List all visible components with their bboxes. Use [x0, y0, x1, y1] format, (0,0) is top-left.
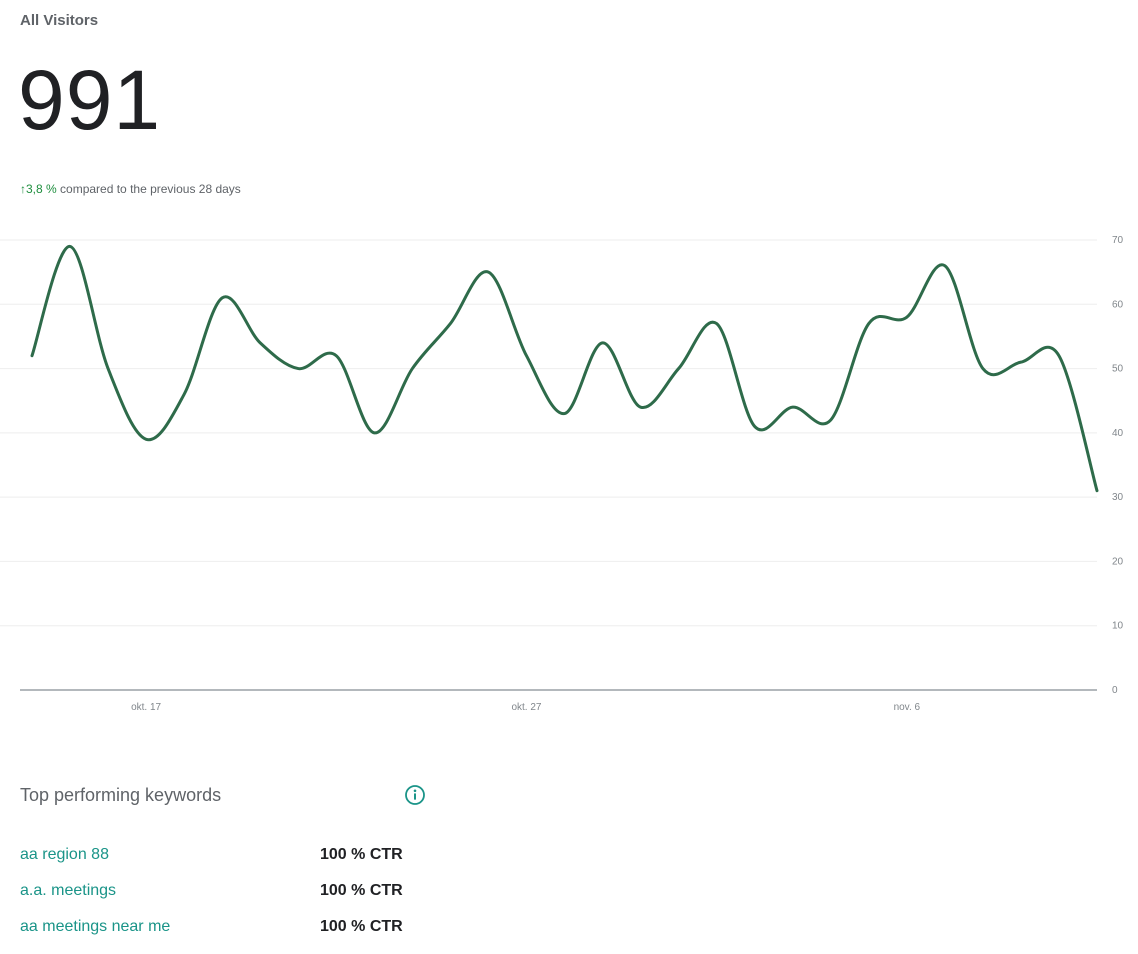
data-point	[1091, 485, 1103, 497]
data-point	[102, 363, 114, 375]
visitors-series-line	[30, 244, 1099, 493]
data-point	[977, 363, 989, 375]
y-tick-label: 0	[1112, 685, 1118, 696]
data-point	[64, 240, 76, 252]
x-tick-label: nov. 6	[894, 702, 921, 713]
y-tick-label: 20	[1112, 556, 1124, 567]
keywords-list: aa region 88 100 % CTR a.a. meetings 100…	[20, 846, 450, 954]
data-point	[292, 363, 304, 375]
data-point	[787, 401, 799, 413]
keyword-ctr: 100 % CTR	[320, 882, 403, 899]
keyword-link[interactable]: aa region 88	[20, 846, 109, 863]
data-point	[749, 420, 761, 432]
data-point	[520, 350, 532, 362]
chart-title: All Visitors	[20, 12, 99, 29]
data-point	[178, 388, 190, 400]
data-point	[635, 401, 647, 413]
data-point	[673, 363, 685, 375]
visitor-total: 991	[18, 53, 162, 147]
data-point	[406, 363, 418, 375]
keyword-ctr: 100 % CTR	[320, 846, 403, 863]
x-axis-ticks: okt. 17 okt. 27 nov. 6	[131, 702, 920, 713]
y-tick-label: 10	[1112, 621, 1124, 632]
data-point	[901, 311, 913, 323]
gridlines	[0, 239, 1097, 627]
data-point	[825, 414, 837, 426]
y-tick-label: 30	[1112, 492, 1124, 503]
keyword-row: aa meetings near me 100 % CTR	[20, 918, 450, 954]
data-point	[1053, 350, 1065, 362]
keyword-row: a.a. meetings 100 % CTR	[20, 882, 450, 918]
info-icon[interactable]	[404, 784, 426, 806]
data-point	[140, 433, 152, 445]
change-arrow-icon: ↑	[20, 182, 26, 196]
x-tick-label: okt. 17	[131, 702, 161, 713]
keyword-link[interactable]: a.a. meetings	[20, 882, 117, 899]
y-tick-label: 60	[1112, 299, 1124, 310]
keyword-row: aa region 88 100 % CTR	[20, 846, 450, 882]
visitors-line-chart: 0 10 20 30 40 50 60 70 okt. 17 okt. 27 nov. 6	[0, 235, 1124, 713]
keyword-link[interactable]: aa meetings near me	[20, 918, 171, 935]
data-point	[26, 350, 38, 362]
data-point	[597, 337, 609, 349]
data-point	[254, 337, 266, 349]
data-point	[368, 427, 380, 439]
keyword-ctr: 100 % CTR	[320, 918, 403, 935]
data-point	[711, 318, 723, 330]
y-tick-label: 40	[1112, 428, 1124, 439]
data-point	[939, 260, 951, 272]
data-point	[1015, 356, 1027, 368]
change-text: compared to the previous 28 days	[60, 182, 241, 196]
data-point	[216, 292, 228, 304]
data-point	[330, 350, 342, 362]
y-tick-label: 70	[1112, 235, 1124, 246]
data-point	[863, 318, 875, 330]
y-axis-ticks: 0 10 20 30 40 50 60 70	[1112, 235, 1124, 696]
data-point	[482, 266, 494, 278]
keywords-header: Top performing keywords	[20, 785, 222, 805]
change-summary: ↑3,8 % compared to the previous 28 days	[20, 182, 241, 196]
change-value: 3,8 %	[26, 182, 57, 196]
y-tick-label: 50	[1112, 364, 1124, 375]
data-point	[559, 408, 571, 420]
data-point	[444, 318, 456, 330]
x-tick-label: okt. 27	[511, 702, 541, 713]
